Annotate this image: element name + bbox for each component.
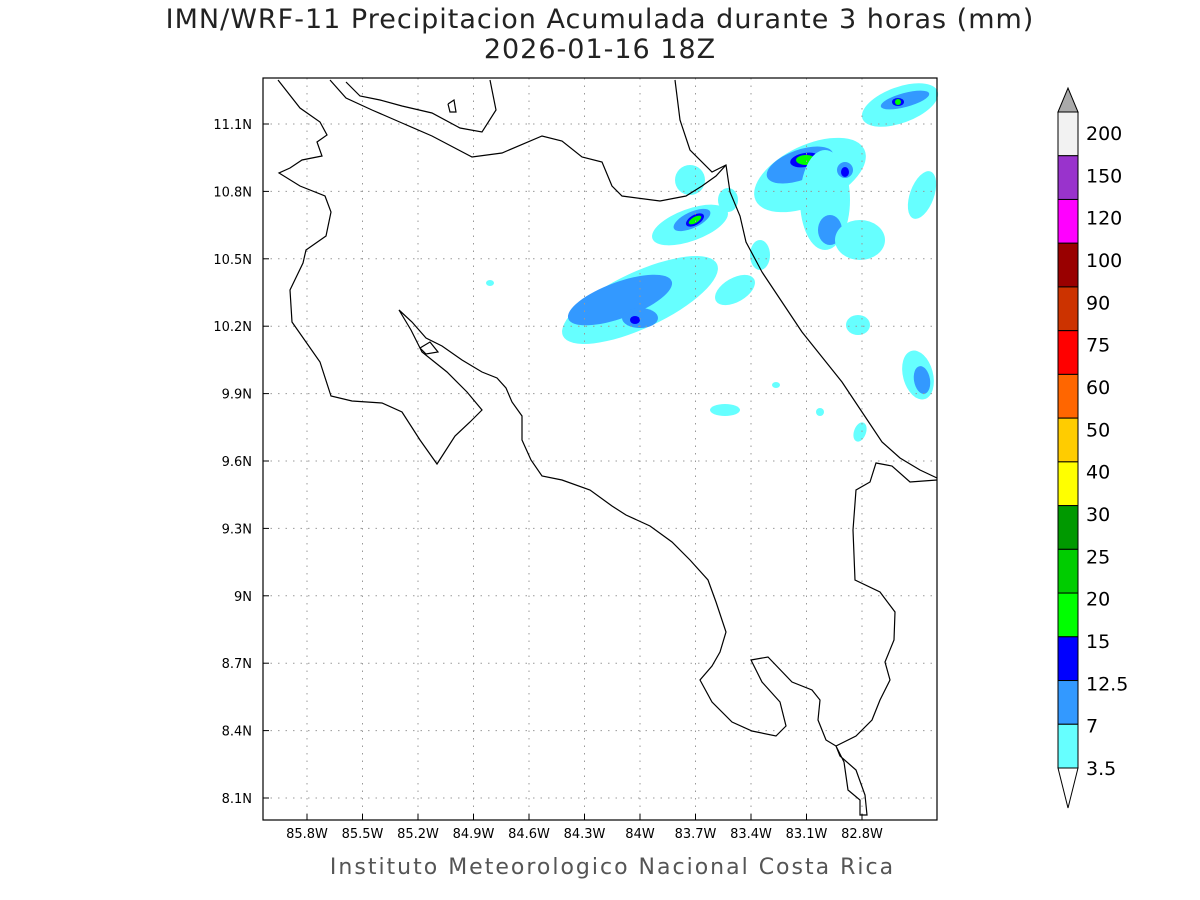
colorbar-swatch <box>1057 198 1079 244</box>
colorbar-swatch <box>1057 505 1079 550</box>
coastline <box>674 79 938 479</box>
colorbar-swatch <box>1057 680 1079 725</box>
colorbar-swatch <box>1057 373 1079 419</box>
map-title: IMN/WRF-11 Precipitacion Acumulada duran… <box>165 4 1035 35</box>
colorbar-label: 120 <box>1086 208 1122 230</box>
colorbar-label: 12.5 <box>1086 673 1128 695</box>
lon-tick-label: 82.8W <box>841 827 883 842</box>
lon-tick-label: 85.5W <box>342 827 384 842</box>
lon-axis: 85.8W 85.5W 85.2W 84.9W 84.6W 84.3W 84W 83.7W 83… <box>286 814 883 842</box>
colorbar-label: 20 <box>1086 589 1110 611</box>
lon-tick-label: 84.3W <box>564 827 606 842</box>
lon-tick-label: 84.6W <box>508 827 550 842</box>
precip-area <box>907 171 937 219</box>
colorbar-swatch <box>1057 242 1079 288</box>
precip-area <box>835 220 885 260</box>
colorbar-label: 100 <box>1086 250 1122 272</box>
colorbar-label: 3.5 <box>1086 758 1116 780</box>
colorbar-label: 15 <box>1086 631 1110 653</box>
lon-tick-label: 84.9W <box>453 827 495 842</box>
precip-area <box>690 269 710 281</box>
precip-area <box>750 240 770 270</box>
lat-tick-label: 8.4N <box>222 725 252 740</box>
lat-tick-label: 11.1N <box>213 118 252 133</box>
plot-frame <box>262 77 938 821</box>
colorbar-swatch <box>1057 592 1079 638</box>
lat-tick-label: 10.5N <box>213 253 252 268</box>
colorbar-swatch <box>1057 286 1079 332</box>
precip-area <box>846 315 870 335</box>
colorbar-swatch <box>1057 636 1079 682</box>
colorbar-swatch <box>1057 723 1079 769</box>
lon-tick-label: 83.7W <box>675 827 717 842</box>
precip-area <box>853 422 867 442</box>
precipitation-field <box>486 83 939 442</box>
colorbar-label: 30 <box>1086 504 1110 526</box>
colorbar-label: 50 <box>1086 419 1110 441</box>
colorbar-swatch <box>1057 155 1079 200</box>
coastline <box>419 341 440 355</box>
lat-tick-label: 9.6N <box>222 455 252 470</box>
precip-area <box>715 274 755 306</box>
precip-area <box>710 404 740 416</box>
footer-credit: Instituto Meteorologico Nacional Costa R… <box>329 855 896 880</box>
precip-area <box>880 90 930 110</box>
colorbar-label: 75 <box>1086 335 1110 357</box>
lon-tick-label: 85.2W <box>397 827 439 842</box>
coastline <box>345 79 497 133</box>
coastline <box>447 98 457 113</box>
colorbar-under-triangle <box>1057 767 1079 809</box>
precip-area <box>816 408 824 416</box>
colorbar-label: 60 <box>1086 377 1110 399</box>
precip-area <box>630 316 640 324</box>
colorbar-label: 200 <box>1086 123 1122 145</box>
lon-tick-label: 83.4W <box>730 827 772 842</box>
precip-area <box>675 165 705 195</box>
colorbar-swatch <box>1057 548 1079 594</box>
precip-area <box>913 366 931 394</box>
precip-area <box>841 167 849 177</box>
precip-area <box>688 215 702 225</box>
colorbar-swatch <box>1057 461 1079 507</box>
lat-tick-label: 10.8N <box>213 185 252 200</box>
colorbar: 200 150 120 100 90 75 60 50 40 30 25 20 15 12.5 7 3.5 <box>1057 86 1128 809</box>
colorbar-swatch <box>1057 417 1079 463</box>
lat-tick-label: 9.9N <box>222 388 252 403</box>
colorbar-label: 7 <box>1086 716 1098 738</box>
precip-area <box>486 280 494 286</box>
lat-tick-label: 10.2N <box>213 320 252 335</box>
precip-area <box>567 274 673 326</box>
lon-tick-label: 85.8W <box>286 827 328 842</box>
colorbar-swatch <box>1057 330 1079 375</box>
coastlines <box>277 79 938 816</box>
coastline <box>277 79 938 816</box>
lat-tick-label: 8.1N <box>222 792 252 807</box>
lat-axis: 11.1N 10.8N 10.5N 10.2N 9.9N 9.6N 9.3N 9N 8.7N 8.… <box>213 118 269 807</box>
colorbar-over-triangle <box>1057 86 1079 113</box>
coastline <box>329 79 727 202</box>
lat-tick-label: 8.7N <box>222 657 252 672</box>
colorbar-label: 150 <box>1086 165 1122 187</box>
precip-area <box>895 99 901 105</box>
lat-tick-label: 9.3N <box>222 522 252 537</box>
precip-area <box>772 382 780 388</box>
lon-tick-label: 84W <box>625 827 655 842</box>
lat-tick-label: 9N <box>234 590 252 605</box>
map-date: 2026-01-16 18Z <box>483 34 717 65</box>
colorbar-label: 25 <box>1086 546 1110 568</box>
lon-tick-label: 83.1W <box>786 827 828 842</box>
colorbar-label: 40 <box>1086 462 1110 484</box>
precip-area <box>718 188 738 212</box>
colorbar-swatch <box>1057 111 1079 157</box>
colorbar-label: 90 <box>1086 292 1110 314</box>
